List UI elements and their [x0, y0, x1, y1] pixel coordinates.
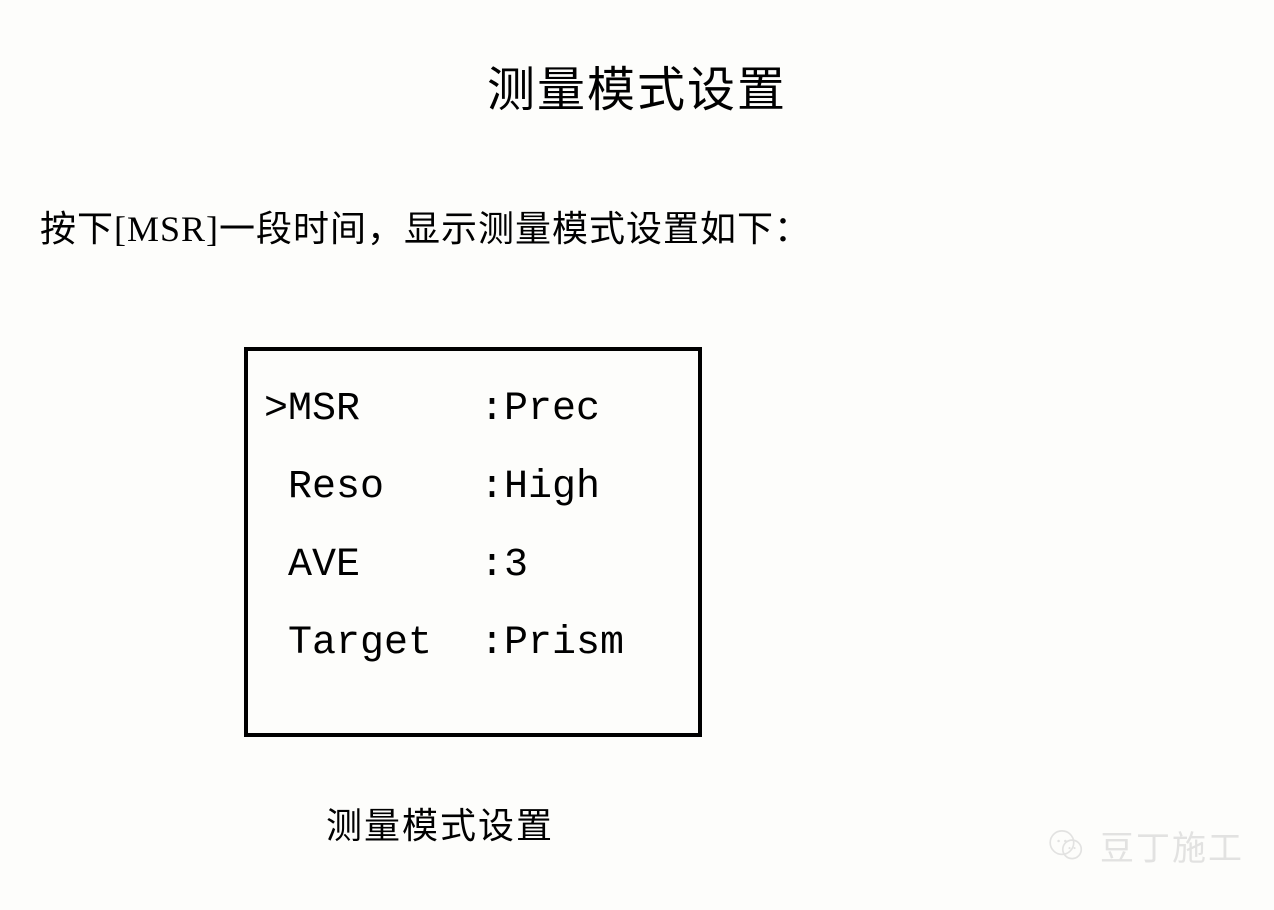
page-title: 测量模式设置	[0, 0, 1274, 120]
display-row-ave: AVE :3	[264, 527, 682, 605]
watermark: 豆丁施工	[1046, 821, 1244, 870]
display-row-msr: >MSR :Prec	[264, 371, 682, 449]
watermark-text: 豆丁施工	[1100, 821, 1244, 870]
display-screen: >MSR :Prec Reso :High AVE :3 Target :Pri…	[244, 347, 702, 737]
display-row-reso: Reso :High	[264, 449, 682, 527]
instruction-text: 按下[MSR]一段时间，显示测量模式设置如下：	[0, 120, 1274, 252]
display-row-target: Target :Prism	[264, 605, 682, 683]
wechat-icon	[1046, 825, 1088, 867]
